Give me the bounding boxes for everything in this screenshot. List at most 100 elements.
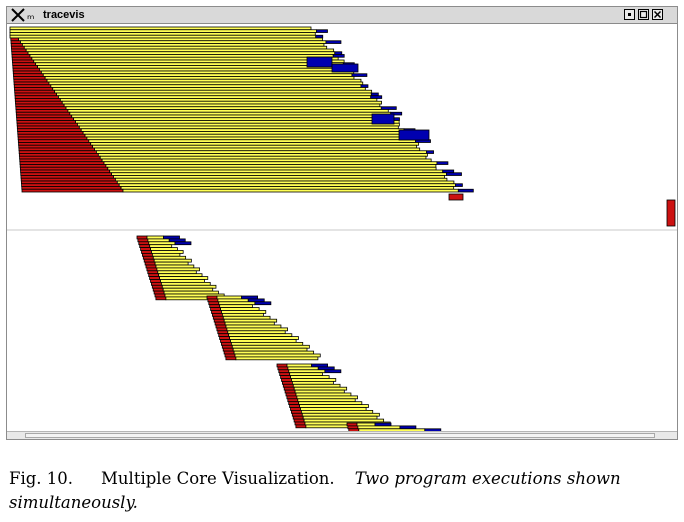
yellow-trace-bar <box>158 273 203 277</box>
yellow-trace-bar <box>9 34 317 39</box>
red-trace-bar <box>13 81 50 86</box>
yellow-trace-bar <box>228 333 293 338</box>
red-trace-bar <box>21 186 122 190</box>
yellow-trace-bar <box>33 59 345 64</box>
red-trace-bar <box>143 258 155 263</box>
red-trace-bar <box>12 62 37 66</box>
red-trace-bar <box>20 175 114 179</box>
yellow-trace-bar <box>230 339 297 343</box>
yellow-trace-bar <box>120 186 455 190</box>
red-trace-bar <box>16 122 78 127</box>
yellow-trace-bar <box>231 344 310 349</box>
yellow-trace-bar <box>109 169 444 174</box>
yellow-trace-bar <box>77 122 400 127</box>
yellow-trace-bar <box>54 89 373 94</box>
blue-trace-bar <box>254 301 272 306</box>
title-bar[interactable]: ₘ tracevis <box>7 7 677 24</box>
yellow-trace-bar <box>295 392 352 397</box>
red-trace-bar <box>19 166 109 171</box>
window-menu-icon[interactable]: ₘ <box>27 8 35 22</box>
yellow-trace-bar <box>88 139 416 143</box>
maximize-button[interactable] <box>638 9 649 20</box>
yellow-trace-bar <box>230 341 304 346</box>
yellow-trace-bar <box>303 418 385 423</box>
red-trace-bar <box>152 287 164 292</box>
red-trace-bar <box>21 188 124 193</box>
blue-trace-bar <box>398 129 430 141</box>
blue-trace-bar <box>399 425 417 430</box>
blue-trace-bar <box>315 34 324 39</box>
yellow-trace-bar <box>218 301 256 306</box>
blue-trace-bar <box>424 428 442 431</box>
red-trace-bar <box>12 67 40 72</box>
red-trace-bar <box>12 65 38 69</box>
red-trace-bar <box>154 293 166 298</box>
red-trace-bar <box>16 120 76 124</box>
red-trace-bar <box>276 363 288 368</box>
red-trace-bar <box>11 56 33 61</box>
yellow-trace-bar <box>63 103 381 108</box>
scrollbar-thumb[interactable] <box>25 433 655 438</box>
red-trace-bar <box>142 255 154 260</box>
yellow-trace-bar <box>151 252 181 257</box>
red-trace-bar <box>19 158 103 163</box>
blue-trace-bar <box>311 363 329 368</box>
red-trace-bar <box>291 412 303 417</box>
trace-canvas[interactable] <box>7 24 677 431</box>
yellow-trace-bar <box>233 350 315 355</box>
red-trace-bar <box>282 383 294 388</box>
horizontal-scrollbar[interactable] <box>7 431 677 439</box>
red-trace-bar <box>16 114 73 119</box>
yellow-trace-bar <box>97 153 428 157</box>
red-trace-bar <box>346 422 358 427</box>
yellow-trace-bar <box>292 383 341 388</box>
red-trace-bar <box>18 153 99 157</box>
yellow-trace-bar <box>152 255 187 260</box>
yellow-trace-bar <box>69 111 392 116</box>
yellow-trace-bar <box>357 425 401 430</box>
minimize-button[interactable] <box>624 9 635 20</box>
red-trace-bar <box>145 264 157 269</box>
figure-caption: Fig. 10. Multiple Core Visualization. Two … <box>9 467 677 515</box>
red-trace-bar <box>224 353 236 358</box>
yellow-trace-bar <box>287 366 319 371</box>
red-trace-bar <box>147 270 159 275</box>
red-trace-bar <box>150 281 162 286</box>
blue-trace-bar <box>174 241 192 246</box>
yellow-trace-bar <box>300 407 367 411</box>
blue-trace-bar <box>324 369 342 374</box>
yellow-trace-bar <box>296 395 358 400</box>
red-trace-bar <box>17 139 90 143</box>
red-trace-bar <box>281 378 292 382</box>
yellow-trace-bar <box>44 76 355 80</box>
red-trace-bar <box>223 350 235 355</box>
red-trace-bar <box>19 161 105 165</box>
close-button[interactable] <box>652 9 663 20</box>
yellow-trace-bar <box>219 304 253 309</box>
red-trace-bar <box>217 330 229 335</box>
red-trace-bar <box>148 273 160 277</box>
x-logo-icon[interactable] <box>11 8 25 22</box>
red-trace-bar <box>151 284 163 289</box>
yellow-trace-bar <box>224 321 275 326</box>
yellow-trace-bar <box>229 336 299 340</box>
yellow-trace-bar <box>96 150 427 154</box>
red-trace-bar <box>294 421 306 426</box>
blue-trace-bar <box>241 295 259 300</box>
red-trace-bar <box>213 318 225 323</box>
red-trace-bar <box>206 295 218 300</box>
red-trace-bar <box>280 375 292 379</box>
yellow-trace-bar <box>298 401 363 406</box>
red-trace-bar <box>11 54 31 58</box>
caption-figure-number: Fig. 10. <box>9 469 74 488</box>
yellow-trace-bar <box>115 177 448 182</box>
red-trace-bar <box>211 310 222 314</box>
yellow-trace-bar <box>221 310 267 314</box>
yellow-trace-bar <box>111 172 447 176</box>
red-trace-bar <box>17 133 86 138</box>
red-trace-bar <box>149 276 161 280</box>
red-trace-bar <box>221 344 233 349</box>
red-trace-bar <box>137 238 149 243</box>
red-trace-bar <box>20 169 111 174</box>
yellow-trace-bar <box>61 100 382 105</box>
